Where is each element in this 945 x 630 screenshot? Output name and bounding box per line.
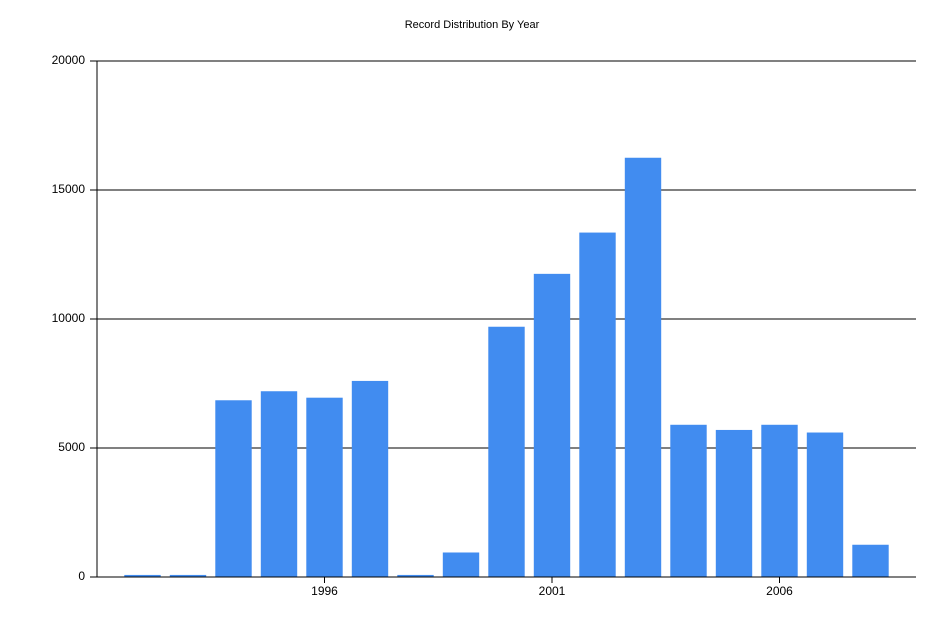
bar — [169, 574, 207, 577]
bar — [761, 424, 798, 577]
bar — [670, 424, 707, 577]
bar — [260, 391, 298, 577]
bar — [351, 380, 389, 577]
bar — [124, 574, 161, 577]
bar — [806, 432, 844, 577]
y-tick-label: 15000 — [52, 182, 86, 196]
bar — [624, 157, 662, 577]
y-tick-label: 10000 — [52, 311, 86, 325]
bar — [397, 574, 434, 577]
bar — [533, 273, 571, 577]
y-tick-label: 0 — [78, 569, 85, 583]
bar — [852, 544, 889, 577]
bar — [442, 552, 480, 577]
bar — [306, 397, 343, 577]
x-tick-label: 2006 — [766, 584, 793, 598]
x-tick-label: 2001 — [539, 584, 566, 598]
y-tick-label: 5000 — [58, 440, 85, 454]
bar — [215, 400, 252, 577]
bar — [715, 429, 753, 577]
bar — [488, 326, 525, 577]
x-tick-label: 1996 — [311, 584, 338, 598]
y-tick-label: 20000 — [52, 53, 86, 67]
chart-title: Record Distribution By Year — [405, 19, 540, 31]
bar — [579, 232, 616, 577]
